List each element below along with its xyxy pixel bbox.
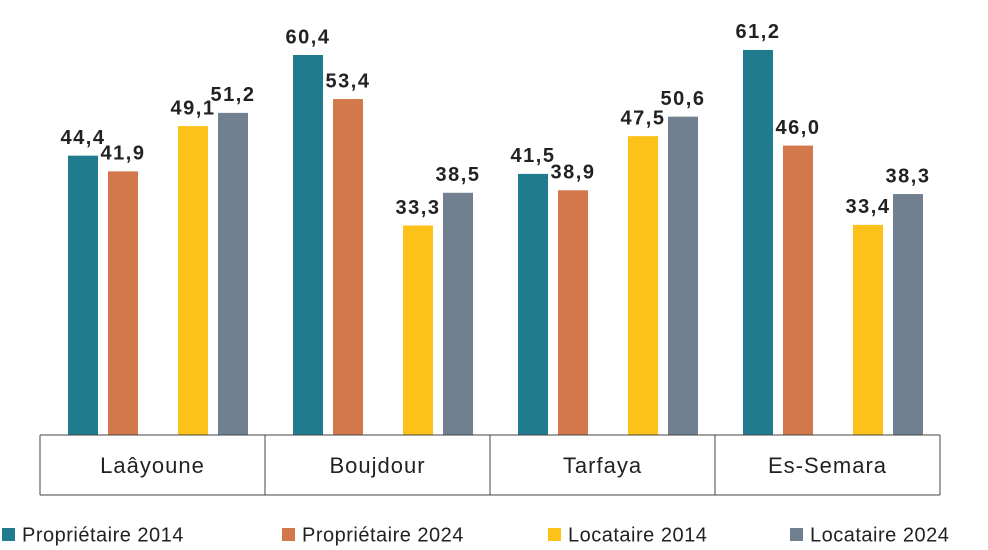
data-label: 38,5 — [436, 164, 481, 186]
legend-label: Locataire 2014 — [568, 524, 707, 546]
bar — [68, 155, 98, 436]
legend-label: Propriétaire 2014 — [22, 524, 184, 546]
legend-swatch — [548, 528, 561, 541]
category-label: Boujdour — [329, 453, 425, 478]
data-label: 53,4 — [326, 70, 371, 92]
bar — [218, 112, 248, 435]
bar — [558, 190, 588, 435]
data-label: 51,2 — [211, 84, 256, 106]
bar — [743, 49, 773, 435]
bar — [668, 116, 698, 435]
data-label: 47,5 — [621, 107, 666, 129]
data-label: 41,5 — [511, 145, 556, 167]
legend-label: Propriétaire 2024 — [302, 524, 464, 546]
data-label: 38,9 — [551, 162, 596, 184]
bar — [403, 225, 433, 435]
bar — [628, 136, 658, 435]
data-label: 41,9 — [101, 143, 146, 165]
data-label: 38,3 — [886, 165, 931, 187]
data-label: 50,6 — [661, 88, 706, 110]
legend-swatch — [790, 528, 803, 541]
data-label: 60,4 — [286, 26, 331, 48]
data-label: 33,4 — [846, 196, 891, 218]
data-label: 49,1 — [171, 97, 216, 119]
category-label: Laâyoune — [100, 453, 205, 478]
data-label: 44,4 — [61, 127, 106, 149]
category-label: Es-Semara — [768, 453, 887, 478]
bar — [178, 126, 208, 435]
bar — [518, 173, 548, 435]
legend-swatch — [282, 528, 295, 541]
bar — [333, 99, 363, 435]
bar — [853, 224, 883, 435]
bar — [108, 171, 138, 435]
bar — [893, 194, 923, 435]
legend-swatch — [2, 528, 15, 541]
data-label: 61,2 — [736, 21, 781, 43]
bar — [783, 145, 813, 436]
bar — [443, 192, 473, 435]
data-label: 46,0 — [776, 117, 821, 139]
category-label: Tarfaya — [563, 453, 642, 478]
data-label: 33,3 — [396, 197, 441, 219]
legend-label: Locataire 2024 — [810, 524, 949, 546]
bar — [293, 55, 323, 435]
